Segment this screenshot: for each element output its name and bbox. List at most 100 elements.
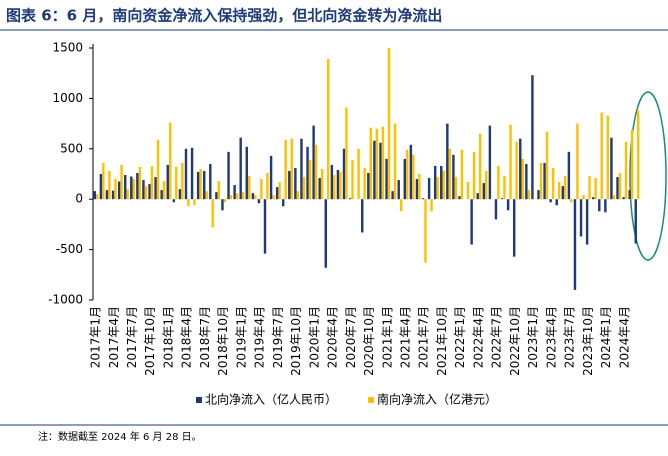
bar — [409, 144, 413, 200]
bar — [391, 191, 394, 200]
bar — [367, 172, 370, 200]
bar — [610, 137, 613, 200]
bar — [612, 195, 616, 200]
bar — [221, 199, 224, 211]
bar — [448, 148, 451, 200]
bar — [324, 199, 327, 268]
bar — [326, 59, 330, 200]
bar — [136, 172, 139, 200]
bar — [606, 115, 610, 200]
bar — [345, 107, 348, 200]
bar — [582, 195, 585, 200]
bar — [181, 162, 184, 200]
bar — [223, 199, 227, 203]
bar — [503, 176, 506, 200]
bar — [154, 177, 157, 200]
bar — [196, 171, 200, 200]
bar — [215, 192, 218, 200]
bar — [314, 144, 318, 200]
x-tick-label: 2023年4月 — [544, 306, 558, 368]
bar — [162, 181, 166, 200]
bar — [205, 191, 208, 200]
bar — [561, 186, 565, 200]
bar — [363, 167, 366, 200]
bar — [193, 199, 196, 206]
bar — [369, 127, 372, 200]
bar — [527, 190, 530, 200]
bar — [266, 172, 269, 200]
bar — [142, 180, 145, 200]
bar — [588, 176, 591, 200]
bar — [102, 162, 105, 200]
x-tick-label: 2022年10月 — [508, 306, 522, 376]
bar — [96, 194, 99, 200]
bar — [108, 170, 111, 200]
bar — [406, 149, 409, 200]
bar — [488, 125, 492, 200]
bar — [156, 139, 160, 200]
x-tick-label: 2019年1月 — [234, 306, 248, 368]
bar — [105, 190, 109, 200]
bar — [302, 177, 306, 200]
bar — [531, 75, 534, 200]
bar — [254, 195, 257, 200]
bar — [600, 112, 603, 200]
legend-swatch — [196, 397, 202, 403]
y-tick-label: 1000 — [52, 91, 83, 105]
bar — [521, 158, 524, 200]
x-tick-label: 2022年4月 — [471, 306, 485, 368]
bar — [190, 147, 194, 200]
bar — [460, 149, 464, 200]
bar — [478, 133, 482, 200]
bar — [333, 175, 336, 200]
bar — [494, 199, 498, 220]
bar — [497, 165, 500, 200]
bar — [235, 193, 239, 200]
bar — [211, 199, 214, 228]
bar — [241, 192, 245, 200]
bar — [424, 199, 427, 263]
bar — [126, 189, 129, 200]
bar — [160, 190, 163, 200]
bar — [515, 141, 518, 200]
x-tick-label: 2017年4月 — [107, 306, 121, 368]
bar — [351, 159, 354, 200]
bar — [567, 151, 571, 200]
bar — [616, 177, 619, 200]
bar — [512, 199, 516, 257]
bar — [452, 154, 455, 200]
bar — [114, 179, 117, 200]
bar — [168, 122, 172, 200]
bar — [506, 199, 510, 211]
bar — [306, 146, 309, 200]
x-tick-label: 2020年10月 — [362, 306, 376, 376]
bar — [476, 193, 479, 200]
bar — [385, 158, 388, 200]
bar — [433, 165, 437, 200]
bar — [622, 197, 625, 200]
bar — [472, 151, 476, 200]
bar — [375, 128, 379, 200]
bar — [336, 169, 340, 200]
bar — [290, 138, 293, 200]
bar — [330, 164, 334, 200]
x-tick-label: 2020年4月 — [326, 306, 340, 368]
bar — [294, 167, 297, 200]
bar — [217, 181, 221, 200]
bar — [585, 199, 589, 245]
bar — [594, 178, 597, 200]
bar — [342, 148, 346, 200]
bar — [634, 199, 637, 244]
x-tick-label: 2021年7月 — [417, 306, 431, 368]
bar — [636, 110, 640, 200]
bar — [430, 199, 433, 212]
bar — [543, 162, 546, 200]
y-tick-label: 1500 — [52, 41, 83, 55]
bar — [275, 187, 279, 200]
bar — [172, 199, 176, 203]
bar — [373, 140, 376, 200]
bar — [381, 126, 385, 200]
bar — [175, 166, 178, 200]
bar — [348, 198, 352, 200]
